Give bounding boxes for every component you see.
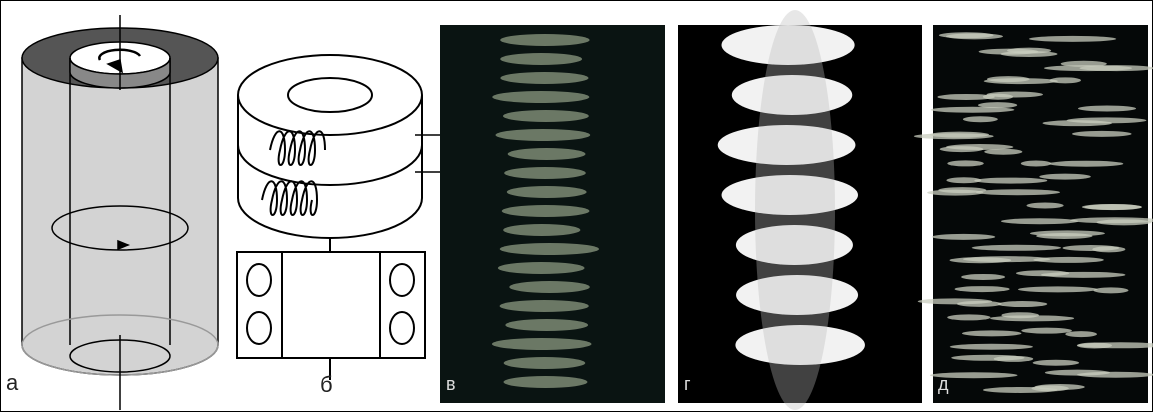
photo-blob <box>962 256 1051 263</box>
photo-blob <box>503 357 586 369</box>
photo-texture <box>491 10 1153 410</box>
photo-blob <box>977 102 1018 109</box>
photo-blob <box>505 319 589 331</box>
photo-blob <box>975 189 1061 196</box>
photo-blob <box>736 275 859 315</box>
photo-blob <box>721 175 859 215</box>
panel-label: в <box>446 374 456 394</box>
photo-blob <box>1049 77 1081 84</box>
photo-blob <box>947 160 984 167</box>
photo-blob <box>997 301 1048 308</box>
photo-blob <box>1076 342 1113 349</box>
photo-blob <box>504 167 586 179</box>
photo-blob <box>735 325 865 365</box>
photo-blob <box>984 148 1023 155</box>
photo-blob <box>1065 331 1097 338</box>
photo-blob <box>929 372 1018 379</box>
photo-panel <box>933 25 1148 403</box>
photo-blob <box>503 376 588 388</box>
photo-blob <box>492 91 590 103</box>
photo-blob <box>1084 204 1142 211</box>
photo-blob <box>1071 130 1132 137</box>
photo-blob <box>1033 256 1104 263</box>
photo-blob <box>507 148 586 160</box>
photo-blob <box>937 93 995 100</box>
photo-blob <box>983 78 1058 85</box>
photo-blob <box>962 116 998 123</box>
photo-blob <box>946 177 982 184</box>
photo-blob <box>930 106 1015 113</box>
photo-blob <box>931 233 996 240</box>
photo-blob <box>961 273 1006 280</box>
photo-blob <box>1032 359 1080 366</box>
photo-blob <box>717 125 856 165</box>
photo-blob <box>500 34 590 46</box>
photo-blob <box>1026 202 1064 209</box>
photo-blob <box>1048 160 1124 167</box>
photo-blob <box>1077 105 1137 112</box>
photo-blob <box>945 144 1014 151</box>
panel-label: г <box>684 374 691 394</box>
panel-a-diagram <box>21 15 219 410</box>
photo-blob <box>500 72 589 84</box>
photo-blob <box>1040 271 1126 278</box>
panel-label: а <box>6 370 19 395</box>
photo-blob <box>1017 286 1098 293</box>
photo-blob <box>495 129 591 141</box>
photo-blob <box>1021 327 1072 334</box>
photo-blob <box>506 186 587 198</box>
photo-blob <box>497 262 585 274</box>
photo-blob <box>1028 35 1117 42</box>
photo-blob <box>500 53 583 65</box>
photo-blob <box>721 25 855 65</box>
photo-blob <box>1001 312 1040 319</box>
photo-blob <box>509 281 590 293</box>
photo-blob <box>1044 369 1110 376</box>
photo-blob <box>731 75 853 115</box>
photo-blob <box>1079 65 1153 72</box>
photo-blob <box>735 225 853 265</box>
photo-blob <box>1092 246 1126 253</box>
photo-blob <box>949 343 1033 350</box>
photo-blob <box>961 330 1022 337</box>
photo-blob <box>927 189 984 196</box>
photo-blob <box>917 298 993 305</box>
photo-blob <box>947 314 991 321</box>
panel-label: б <box>320 372 333 397</box>
photo-blob <box>1000 218 1079 225</box>
photo-blob <box>502 110 589 122</box>
photo-blob <box>986 91 1043 98</box>
photo-blob <box>1069 217 1153 224</box>
photo-blob <box>971 244 1062 251</box>
photo-blob <box>499 243 600 255</box>
photo-blob <box>974 177 1048 184</box>
panel-b-diagram <box>236 54 502 380</box>
photo-blob <box>1093 287 1129 294</box>
panel-label: д <box>938 374 949 394</box>
photo-blob <box>1020 160 1052 167</box>
photo-blob <box>499 300 589 312</box>
photo-blob <box>491 338 592 350</box>
photo-blob <box>938 32 994 39</box>
photo-blob <box>993 355 1034 362</box>
photo-blob <box>1029 230 1105 237</box>
photo-blob <box>929 131 990 138</box>
photo-blob <box>501 205 590 217</box>
photo-blob <box>954 286 1010 293</box>
photo-blob <box>755 10 835 410</box>
photo-blob <box>503 224 581 236</box>
photo-blob <box>1039 173 1091 180</box>
photo-blob <box>982 386 1058 393</box>
photo-blob <box>1006 47 1052 54</box>
photo-blob <box>1066 117 1147 124</box>
